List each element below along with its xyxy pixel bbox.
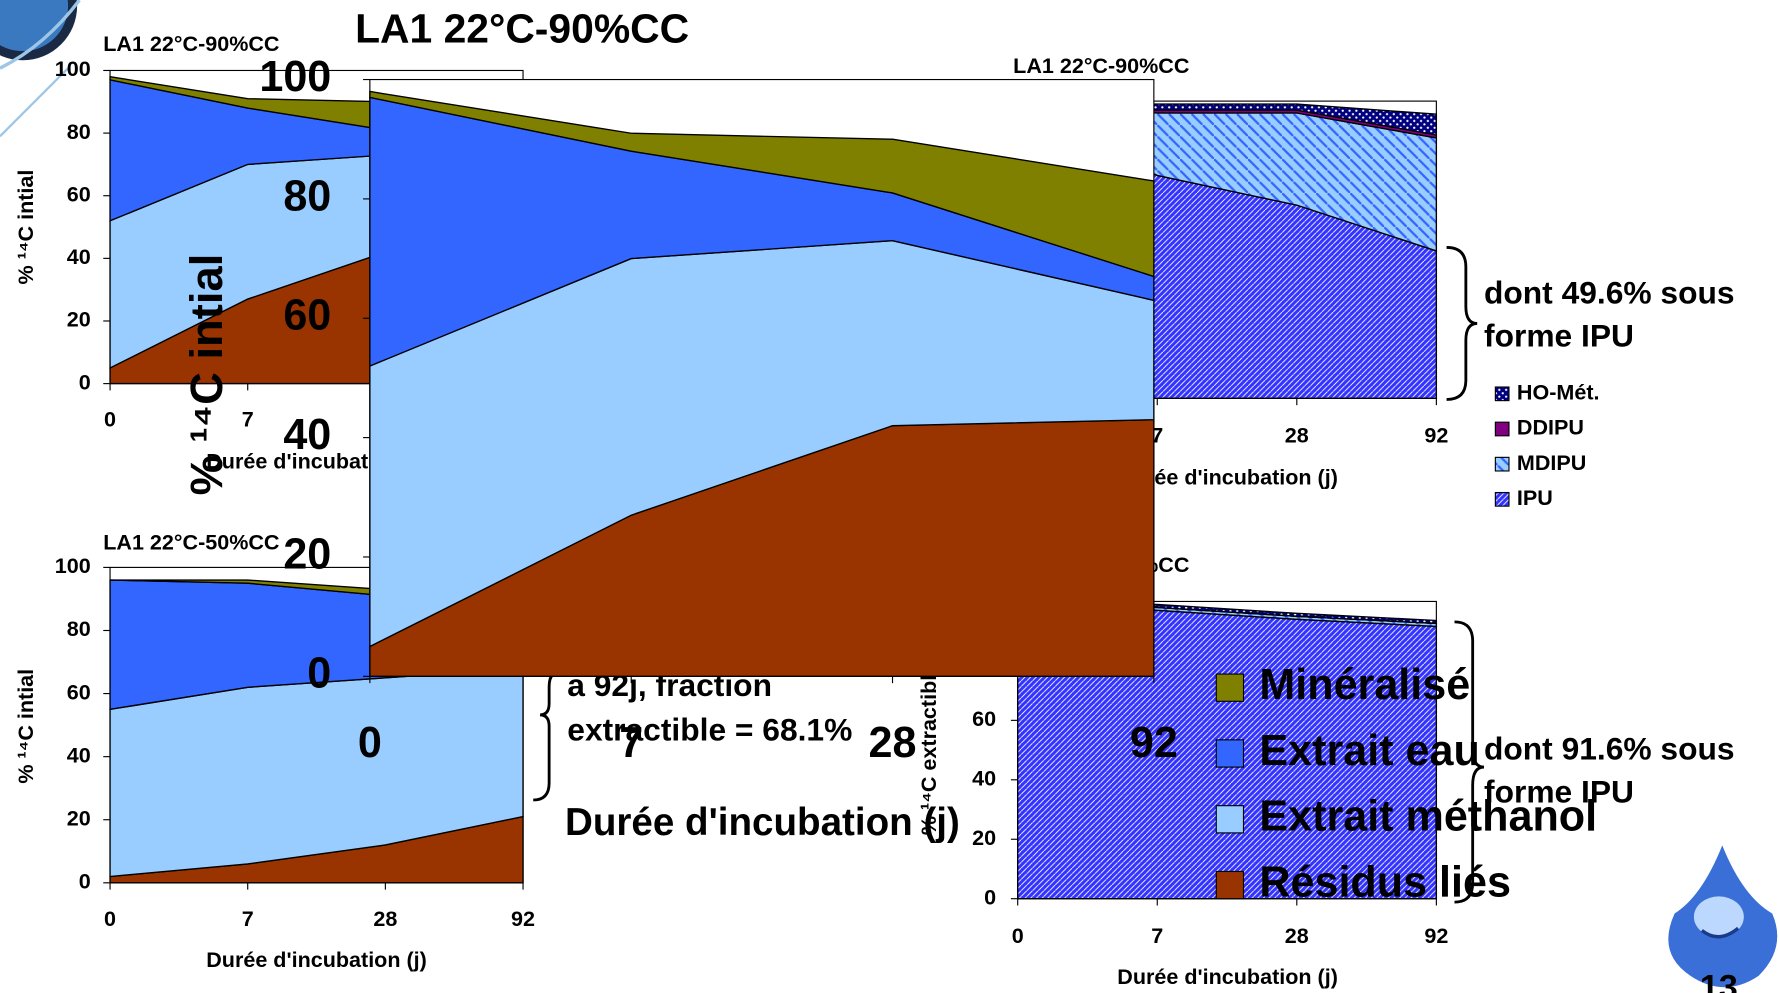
x-tick-label: 28 [869, 719, 917, 767]
y-tick-label: 100 [55, 56, 91, 81]
chart: 0 20 40 60 80 100 0 7 28 92 LA1 22°C-50%CC Durée d'… [13, 529, 852, 972]
legend-label: Résidus liés [1259, 858, 1511, 906]
x-tick-label: 92 [511, 906, 535, 931]
chart-title: LA1 22°C-90%CC [355, 6, 689, 52]
legend-swatch [1494, 491, 1510, 507]
legend-label: Minéralisé [1259, 661, 1470, 709]
drop-mascot [1668, 845, 1778, 988]
x-tick-label: 28 [1285, 923, 1309, 948]
y-axis-label: % ¹⁴C intial [181, 254, 232, 496]
y-axis-label: % ¹⁴C intial [13, 669, 38, 784]
y-tick-label: 60 [283, 292, 331, 340]
x-tick-label: 0 [1012, 923, 1024, 948]
legend-label: Extrait eau [1259, 727, 1479, 775]
annotation: dont 91.6% sous [1484, 731, 1735, 767]
x-axis-label: Durée d'incubation (j) [565, 801, 960, 844]
x-tick-label: 92 [1130, 719, 1178, 767]
x-tick-label: 28 [1285, 423, 1309, 448]
annotation: forme IPU [1484, 774, 1634, 810]
chart-title: LA1 22°C-90%CC [103, 31, 279, 56]
chart-title: LA1 22°C-90%CC [1013, 53, 1189, 78]
x-tick-label: 7 [242, 906, 254, 931]
y-tick-label: 100 [55, 553, 91, 578]
x-tick-label: 92 [1424, 423, 1448, 448]
y-tick-label: 40 [67, 742, 91, 767]
annotation: dont 49.6% sous [1484, 275, 1735, 311]
y-tick-label: 80 [283, 172, 331, 220]
annotation: extractible = 68.1% [567, 711, 852, 747]
annotation: forme IPU [1484, 318, 1634, 354]
x-tick-label: 92 [1424, 923, 1448, 948]
y-tick-label: 20 [283, 530, 331, 578]
legend-swatch [1494, 456, 1510, 472]
y-tick-label: 60 [972, 706, 996, 731]
legend-swatch [1494, 386, 1510, 402]
y-tick-label: 20 [972, 825, 996, 850]
x-tick-label: 0 [358, 719, 382, 767]
slide-number: 13 [1700, 968, 1738, 993]
legend-swatch [1494, 421, 1510, 437]
y-tick-label: 100 [259, 53, 331, 101]
y-axis-label: % ¹⁴C intial [13, 170, 38, 285]
legend-label: MDIPU [1517, 450, 1586, 475]
legend-swatch [1215, 739, 1245, 768]
chart: 0 20 40 60 80 100 0 7 28 92 LA1 22°C-90%CC Durée d'… [181, 6, 1597, 907]
area [369, 90, 1155, 278]
y-tick-label: 0 [984, 884, 996, 909]
x-tick-label: 7 [619, 719, 643, 767]
chart-title: LA1 22°C-50%CC [103, 529, 279, 554]
x-tick-label: 0 [104, 906, 116, 931]
legend-label: HO-Mét. [1517, 380, 1600, 405]
y-tick-label: 20 [67, 805, 91, 830]
x-tick-label: 7 [242, 407, 254, 432]
area [1017, 103, 1438, 136]
y-tick-label: 40 [67, 244, 91, 269]
y-tick-label: 40 [972, 765, 996, 790]
y-tick-label: 0 [307, 650, 331, 698]
x-axis-label: Durée d'incubation (j) [206, 947, 427, 972]
legend-label: Extrait méthanol [1259, 793, 1597, 841]
legend-label: IPU [1517, 485, 1553, 510]
y-tick-label: 20 [67, 307, 91, 332]
y-tick-label: 60 [67, 181, 91, 206]
x-tick-label: 28 [373, 906, 397, 931]
y-tick-label: 0 [79, 369, 91, 394]
y-axis-label: % ¹⁴C extractible [916, 663, 941, 835]
braces [533, 246, 1485, 904]
x-tick-label: 0 [104, 407, 116, 432]
legend-swatch [1215, 805, 1245, 834]
y-tick-label: 60 [67, 679, 91, 704]
legend-swatch [1215, 870, 1245, 900]
legend-label: DDIPU [1517, 415, 1584, 440]
legend-swatch [1215, 673, 1245, 702]
y-tick-label: 0 [79, 869, 91, 894]
y-tick-label: 40 [283, 411, 331, 459]
logo [0, 0, 81, 138]
area [1017, 603, 1438, 625]
x-axis-label: Durée d'incubation (j) [1117, 964, 1338, 989]
y-tick-label: 80 [67, 616, 91, 641]
x-tick-label: 7 [1151, 923, 1163, 948]
y-tick-label: 80 [67, 119, 91, 144]
